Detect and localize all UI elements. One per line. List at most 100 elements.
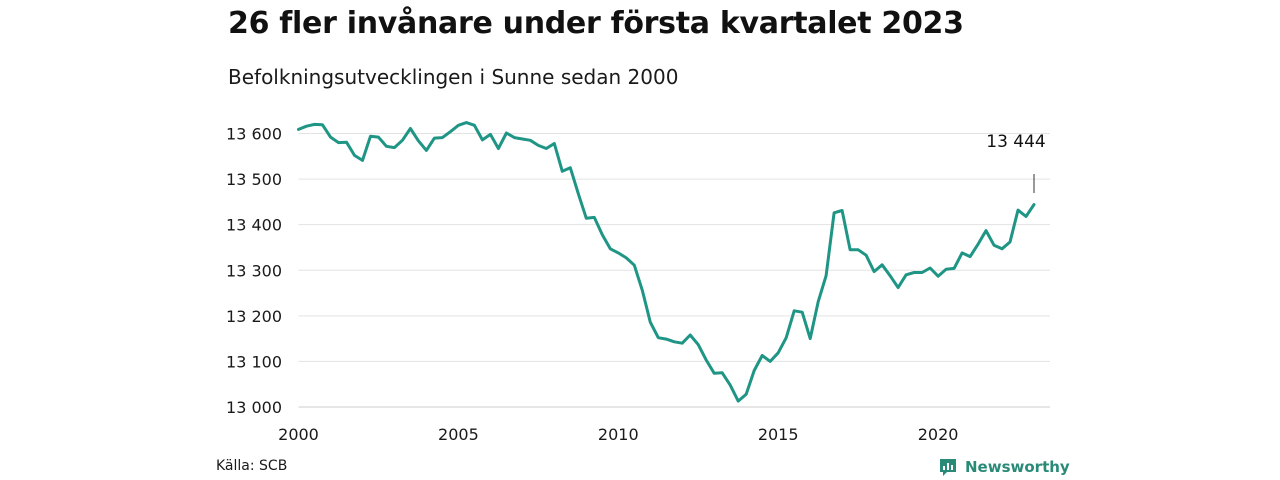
data-point [505, 132, 508, 134]
data-point [1001, 248, 1003, 250]
data-point [561, 170, 564, 173]
x-tick-label: 2000 [278, 425, 319, 444]
chart-subtitle: Befolkningsutvecklingen i Sunne sedan 20… [228, 65, 679, 89]
y-tick-label: 13 400 [226, 216, 282, 235]
data-point [881, 264, 883, 266]
data-point [393, 146, 396, 149]
data-point [425, 149, 428, 152]
data-point [745, 393, 747, 396]
data-point [633, 264, 636, 267]
data-point [753, 369, 755, 372]
data-point [953, 267, 955, 270]
data-point [433, 137, 436, 139]
data-point [681, 342, 683, 345]
y-tick-label: 13 300 [226, 261, 282, 280]
annotation-label: 13 444 [986, 132, 1045, 152]
data-point [945, 268, 947, 271]
data-point [665, 338, 668, 340]
data-point [321, 124, 324, 126]
brand-logo: Newsworthy [938, 456, 1070, 478]
data-point [897, 286, 899, 289]
data-point [937, 275, 939, 278]
data-point [825, 274, 827, 277]
y-tick-label: 13 100 [226, 352, 282, 371]
data-point [377, 136, 380, 138]
data-point [1017, 209, 1019, 211]
data-point [385, 145, 388, 148]
data-point [929, 267, 931, 269]
data-point [529, 139, 532, 142]
data-point [721, 372, 723, 374]
data-point [569, 166, 572, 169]
data-point [809, 337, 811, 340]
data-point [577, 192, 580, 195]
data-point [769, 360, 771, 363]
data-points [297, 121, 1035, 402]
y-axis: 13 000 13 100 13 200 13 300 13 400 13 500 13 6… [226, 125, 282, 418]
data-point [625, 257, 628, 259]
data-point [305, 125, 308, 127]
data-point [337, 141, 340, 144]
data-point [553, 142, 556, 145]
data-point [1025, 215, 1027, 218]
data-point [369, 135, 372, 137]
data-point [865, 254, 867, 256]
data-point [849, 248, 851, 251]
y-tick-label: 13 200 [226, 307, 282, 326]
data-point [785, 336, 787, 339]
x-tick-label: 2005 [438, 425, 479, 444]
data-point [905, 274, 907, 276]
data-point [649, 321, 652, 324]
data-point [657, 336, 660, 339]
data-point [817, 300, 819, 303]
data-point [673, 341, 676, 343]
data-point [985, 229, 987, 232]
x-tick-label: 2020 [918, 425, 959, 444]
data-point [473, 124, 476, 127]
data-point [1009, 241, 1011, 243]
data-point [977, 243, 979, 246]
data-point [537, 144, 540, 147]
data-point [697, 343, 699, 346]
y-tick-label: 13 000 [226, 398, 282, 417]
data-point [841, 209, 843, 212]
data-point [417, 140, 420, 142]
data-point [689, 334, 691, 336]
x-tick-label: 2015 [758, 425, 799, 444]
bar-chart-icon [940, 459, 956, 476]
data-point [593, 216, 596, 219]
data-point [729, 384, 731, 386]
data-point [521, 138, 524, 140]
data-point [801, 311, 803, 314]
data-point [793, 310, 795, 312]
data-point [713, 372, 715, 375]
y-tick-label: 13 600 [226, 125, 282, 144]
chart-title: 26 fler invånare under första kvartalet … [228, 6, 964, 41]
x-axis: 2000 2005 2010 2015 2020 [278, 425, 958, 444]
data-point [313, 123, 316, 126]
brand-name: Newsworthy [965, 458, 1070, 476]
data-point [481, 139, 484, 141]
data-point [777, 352, 779, 354]
data-point [601, 233, 604, 236]
data-point [1033, 203, 1035, 206]
data-point [761, 354, 763, 357]
data-point [913, 271, 915, 274]
data-point [993, 244, 995, 246]
data-point [833, 212, 835, 214]
grid-lines [298, 133, 1050, 408]
data-point [641, 289, 644, 292]
data-point [345, 141, 348, 143]
data-point [617, 252, 620, 254]
data-point [737, 400, 739, 402]
data-point [497, 147, 500, 150]
y-tick-label: 13 500 [226, 170, 282, 189]
data-point [457, 124, 460, 127]
data-point [409, 127, 412, 130]
data-point [609, 248, 612, 250]
data-point [329, 136, 332, 138]
data-point [921, 271, 923, 274]
data-point [513, 136, 516, 139]
data-point [441, 136, 444, 139]
